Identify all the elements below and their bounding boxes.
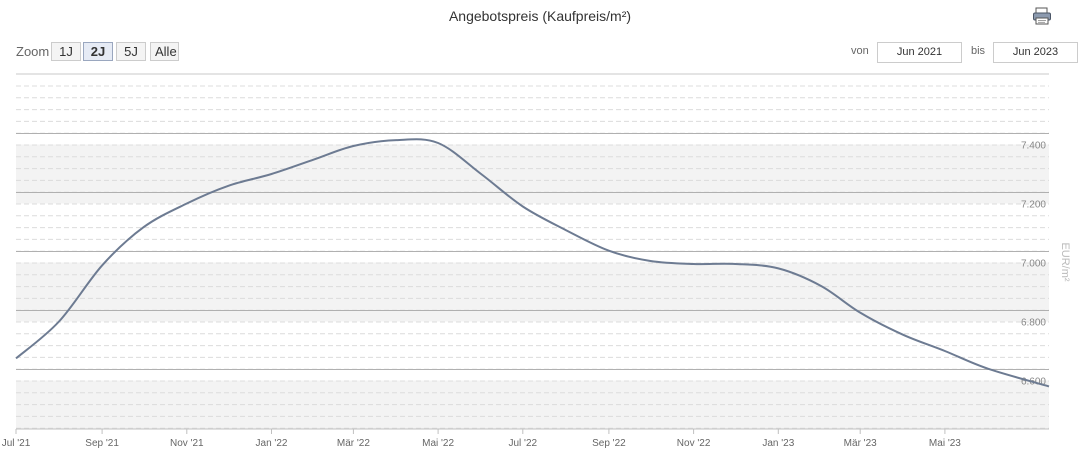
plot-band — [16, 144, 1049, 204]
x-tick-label: Nov '22 — [677, 438, 711, 449]
x-tick-label: Jan '22 — [256, 438, 288, 449]
x-tick-label: Jul '21 — [2, 438, 31, 449]
from-label: von — [851, 45, 869, 57]
x-tick-label: Sep '21 — [85, 438, 119, 449]
from-date-input[interactable]: Jun 2021 — [877, 42, 962, 63]
y-tick-label: 6.800 — [1021, 318, 1046, 329]
y-axis-title: EUR/m² — [1059, 242, 1071, 281]
x-tick-label: Sep '22 — [592, 438, 626, 449]
x-tick-label: Mai '22 — [422, 438, 454, 449]
x-tick-label: Mai '23 — [929, 438, 961, 449]
chart-title: Angebotspreis (Kaufpreis/m²) — [448, 8, 632, 24]
to-label: bis — [971, 45, 986, 57]
x-tick-label: Nov '21 — [170, 438, 204, 449]
x-tick-label: Jan '23 — [762, 438, 794, 449]
series-line — [15, 138, 1050, 388]
zoom-1j-button[interactable]: 1J — [51, 42, 81, 61]
zoom-5j-button[interactable]: 5J — [116, 42, 146, 61]
to-date-input[interactable]: Jun 2023 — [993, 42, 1078, 63]
zoom-alle-button[interactable]: Alle — [150, 42, 179, 61]
x-tick-label: Mär '22 — [337, 438, 370, 449]
x-tick-label: Jul '22 — [509, 438, 538, 449]
x-tick-label: Mär '23 — [844, 438, 877, 449]
zoom-2j-button[interactable]: 2J — [83, 42, 113, 61]
zoom-label: Zoom — [16, 44, 50, 59]
printer-icon[interactable] — [1032, 7, 1052, 25]
plot-band — [16, 262, 1049, 322]
y-tick-label: 7.200 — [1021, 200, 1046, 211]
y-tick-label: 7.400 — [1021, 141, 1046, 152]
y-tick-label: 7.000 — [1021, 259, 1046, 270]
